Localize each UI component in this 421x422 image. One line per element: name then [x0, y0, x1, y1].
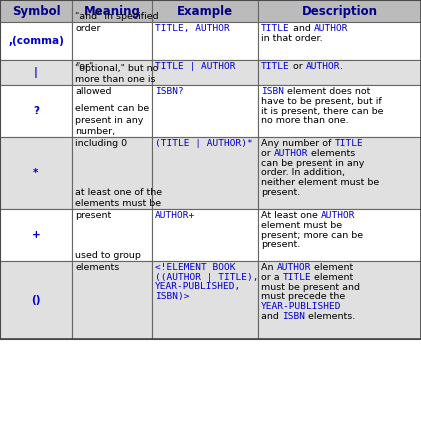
Text: element can be
present in any
number,
including 0: element can be present in any number, in… [75, 104, 149, 148]
Text: at least one of the
elements must be
present: at least one of the elements must be pre… [75, 188, 162, 220]
Text: ((AUTHOR | TITLE),: ((AUTHOR | TITLE), [155, 273, 258, 281]
Text: |: | [34, 67, 38, 78]
Bar [0, 85, 72, 137]
Text: Symbol: Symbol [12, 5, 60, 17]
Text: can be present in any: can be present in any [261, 159, 364, 168]
Text: it is present, there can be: it is present, there can be [261, 106, 384, 116]
Text: <!ELEMENT BOOK: <!ELEMENT BOOK [155, 263, 235, 272]
Bar [258, 22, 421, 60]
Text: used to group
elements: used to group elements [75, 252, 141, 272]
Text: order. In addition,: order. In addition, [261, 168, 345, 177]
Text: and: and [290, 24, 314, 33]
Text: AUTHOR: AUTHOR [277, 263, 311, 272]
Text: AUTHOR: AUTHOR [314, 24, 348, 33]
Text: ?: ? [33, 106, 39, 116]
Bar [258, 60, 421, 85]
Text: elements.: elements. [305, 312, 355, 321]
Text: TITLE: TITLE [282, 273, 312, 281]
Text: present.: present. [261, 188, 300, 197]
Text: .: . [340, 62, 343, 71]
Bar [72, 0, 152, 22]
Text: "or": "or" [75, 62, 93, 71]
Bar [72, 209, 152, 261]
Text: AUTHOR: AUTHOR [306, 62, 340, 71]
Text: element: element [311, 263, 353, 272]
Text: TITLE | AUTHOR: TITLE | AUTHOR [155, 62, 235, 71]
Bar [0, 22, 72, 60]
Text: AUTHOR+: AUTHOR+ [155, 211, 195, 220]
Text: element does not: element does not [284, 87, 370, 96]
Text: present; more can be: present; more can be [261, 230, 363, 240]
Bar [0, 137, 72, 209]
Bar [152, 85, 258, 137]
Text: Example: Example [177, 5, 233, 17]
Text: ISBN?: ISBN? [155, 87, 184, 96]
Text: Any number of: Any number of [261, 139, 334, 148]
Bar [72, 60, 152, 85]
Text: neither element must be: neither element must be [261, 178, 379, 187]
Bar [152, 261, 258, 339]
Bar [152, 60, 258, 85]
Text: +: + [32, 230, 40, 240]
Text: TITLE: TITLE [334, 139, 363, 148]
Text: YEAR-PUBLISHED,: YEAR-PUBLISHED, [155, 282, 241, 292]
Text: AUTHOR: AUTHOR [274, 149, 308, 158]
Bar [72, 261, 152, 339]
Text: must be present and: must be present and [261, 282, 360, 292]
Text: and: and [261, 312, 282, 321]
Text: element: element [312, 273, 354, 281]
Text: AUTHOR: AUTHOR [321, 211, 355, 220]
Text: "and" in specified
order: "and" in specified order [75, 12, 159, 33]
Text: or: or [261, 149, 274, 158]
Text: (): () [31, 295, 41, 305]
Bar [258, 209, 421, 261]
Text: TITLE: TITLE [261, 24, 290, 33]
Text: or: or [290, 62, 306, 71]
Bar [0, 60, 72, 85]
Text: element must be: element must be [261, 221, 342, 230]
Text: must precede the: must precede the [261, 292, 345, 301]
Text: TITLE, AUTHOR: TITLE, AUTHOR [155, 24, 230, 33]
Text: ISBN: ISBN [261, 87, 284, 96]
Text: Description: Description [301, 5, 378, 17]
Text: have to be present, but if: have to be present, but if [261, 97, 382, 106]
Bar [152, 22, 258, 60]
Bar [72, 22, 152, 60]
Text: "optional," but no
more than one is
allowed: "optional," but no more than one is allo… [75, 64, 158, 96]
Text: elements: elements [308, 149, 355, 158]
Bar [72, 85, 152, 137]
Bar [258, 0, 421, 22]
Text: An: An [261, 263, 277, 272]
Text: TITLE: TITLE [261, 62, 290, 71]
Text: Meaning: Meaning [83, 5, 141, 17]
Text: ,(comma): ,(comma) [8, 36, 64, 46]
Bar [258, 137, 421, 209]
Text: ISBN)>: ISBN)> [155, 292, 189, 301]
Bar [152, 0, 258, 22]
Text: (TITLE | AUTHOR)*: (TITLE | AUTHOR)* [155, 139, 253, 148]
Text: YEAR-PUBLISHED: YEAR-PUBLISHED [261, 302, 341, 311]
Bar [152, 137, 258, 209]
Bar [0, 0, 421, 339]
Text: no more than one.: no more than one. [261, 116, 349, 125]
Bar [258, 261, 421, 339]
Bar [152, 209, 258, 261]
Text: in that order.: in that order. [261, 34, 322, 43]
Text: or a: or a [261, 273, 282, 281]
Text: present.: present. [261, 241, 300, 249]
Text: At least one: At least one [261, 211, 321, 220]
Bar [0, 261, 72, 339]
Text: ISBN: ISBN [282, 312, 305, 321]
Bar [0, 0, 72, 22]
Text: *: * [33, 168, 39, 178]
Bar [72, 137, 152, 209]
Bar [0, 209, 72, 261]
Bar [258, 85, 421, 137]
